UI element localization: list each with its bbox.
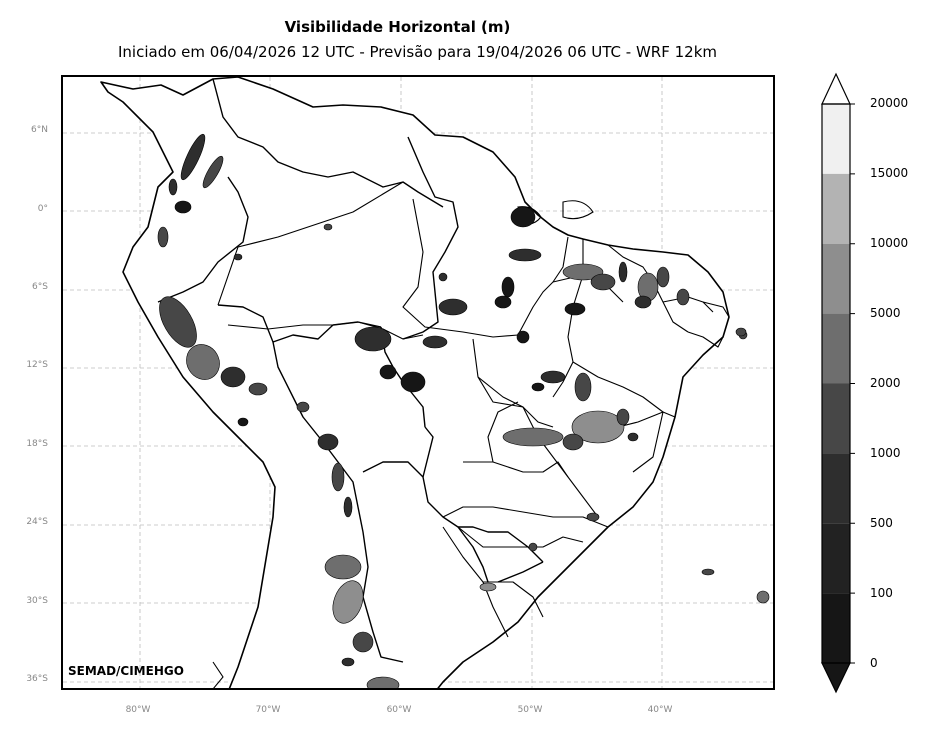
- colorbar-tick-10000: 10000: [870, 236, 909, 250]
- map-svg: [63, 77, 773, 688]
- colorbar-tick-15000: 15000: [870, 166, 909, 180]
- lon-label-40w: 40°W: [647, 705, 673, 715]
- map-panel: [61, 75, 775, 690]
- colorbar-segment: [822, 523, 850, 594]
- lat-label-12s: 12°S: [26, 360, 48, 370]
- colorbar-segment: [822, 453, 850, 524]
- lat-label-36s: 36°S: [26, 674, 48, 684]
- map-subtitle: Iniciado em 06/04/2026 12 UTC - Previsão…: [117, 43, 718, 61]
- colorbar-segment: [822, 313, 850, 384]
- colorbar-upper-extension: [821, 72, 851, 105]
- lon-label-80w: 80°W: [125, 705, 151, 715]
- colorbar-segment: [822, 593, 850, 663]
- lon-label-50w: 50°W: [517, 705, 543, 715]
- lat-label-30s: 30°S: [26, 596, 48, 606]
- lat-label-18s: 18°S: [26, 439, 48, 449]
- lon-label-70w: 70°W: [255, 705, 281, 715]
- map-title: Visibilidade Horizontal (m): [284, 18, 511, 36]
- country-borders: [157, 78, 544, 663]
- colorbar: [821, 72, 855, 694]
- colorbar-tick-1000: 1000: [870, 446, 901, 460]
- colorbar-tick-20000: 20000: [870, 96, 909, 110]
- colorbar-segment: [822, 383, 850, 454]
- colorbar-segment: [822, 173, 850, 244]
- colorbar-tick-500: 500: [870, 516, 893, 530]
- lon-label-60w: 60°W: [386, 705, 412, 715]
- colorbar-tick-2000: 2000: [870, 376, 901, 390]
- lat-label-0: 0°: [37, 204, 48, 214]
- lat-label-24s: 24°S: [26, 517, 48, 527]
- colorbar-lower-extension: [821, 662, 851, 694]
- colorbar-segment: [822, 243, 850, 314]
- colorbar-segments: [822, 104, 850, 663]
- colorbar-tick-5000: 5000: [870, 306, 901, 320]
- credit-label: SEMAD/CIMEHGO: [68, 664, 184, 678]
- colorbar-segment: [822, 104, 850, 174]
- lat-label-6n: 6°N: [31, 125, 48, 135]
- colorbar-tick-100: 100: [870, 586, 893, 600]
- lat-label-6s: 6°S: [32, 282, 48, 292]
- visibility-patches: [157, 133, 770, 688]
- colorbar-tick-0: 0: [870, 656, 878, 670]
- colorbar-ticks: [850, 103, 855, 664]
